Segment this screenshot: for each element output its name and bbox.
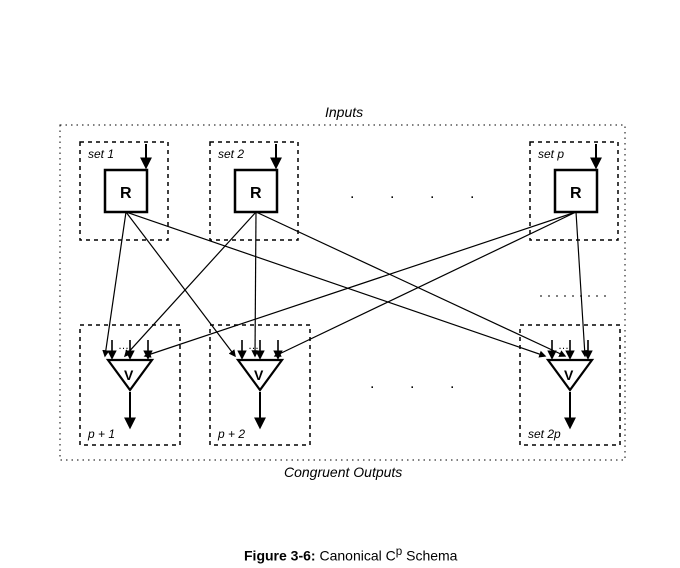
tri-arrow-dots: … xyxy=(558,340,569,352)
ellipsis-dot: . xyxy=(390,185,394,202)
top-box-label: set p xyxy=(538,147,564,161)
cross-edge xyxy=(255,212,256,356)
bottom-box-label: p + 2 xyxy=(217,427,245,441)
v-letter: V xyxy=(564,367,574,383)
ellipsis-dot: . xyxy=(430,185,434,202)
bottom-box-label: set 2p xyxy=(528,427,561,441)
caption-prefix: Figure 3-6: xyxy=(244,548,319,564)
cross-edge xyxy=(576,212,585,356)
ellipsis-dot: . xyxy=(450,375,454,392)
tri-arrow-dots: … xyxy=(248,340,259,352)
r-letter: R xyxy=(120,185,132,202)
r-letter: R xyxy=(570,185,582,202)
cross-edge xyxy=(275,212,576,356)
r-letter: R xyxy=(250,185,262,202)
cross-edge xyxy=(105,212,126,356)
caption-rest: Canonical C xyxy=(319,548,395,564)
tri-arrow-dots: … xyxy=(118,340,129,352)
diagram-svg: set 1 Rset 2 Rset p R.... p + 1 Vp + 2 Vset 2p… xyxy=(0,0,680,568)
v-letter: V xyxy=(254,367,264,383)
outputs-label: Congruent Outputs xyxy=(284,464,402,480)
cross-edge xyxy=(256,212,565,356)
cross-edge xyxy=(126,212,235,356)
inputs-label: Inputs xyxy=(325,104,363,120)
diagram-root: set 1 Rset 2 Rset p R.... p + 1 Vp + 2 Vset 2p… xyxy=(0,0,680,568)
ellipsis-dot: . xyxy=(410,375,414,392)
ellipsis-dot: . xyxy=(370,375,374,392)
outer-dotted-box xyxy=(60,125,625,460)
top-box-label: set 2 xyxy=(218,147,244,161)
ellipsis-dot: . xyxy=(350,185,354,202)
cross-edge xyxy=(126,212,545,356)
v-letter: V xyxy=(124,367,134,383)
top-box-label: set 1 xyxy=(88,147,114,161)
caption-tail: Schema xyxy=(402,548,457,564)
ellipsis-dot: . xyxy=(470,185,474,202)
figure-caption: Figure 3-6: Canonical Cp Schema xyxy=(244,545,457,564)
bottom-box-label: p + 1 xyxy=(87,427,115,441)
